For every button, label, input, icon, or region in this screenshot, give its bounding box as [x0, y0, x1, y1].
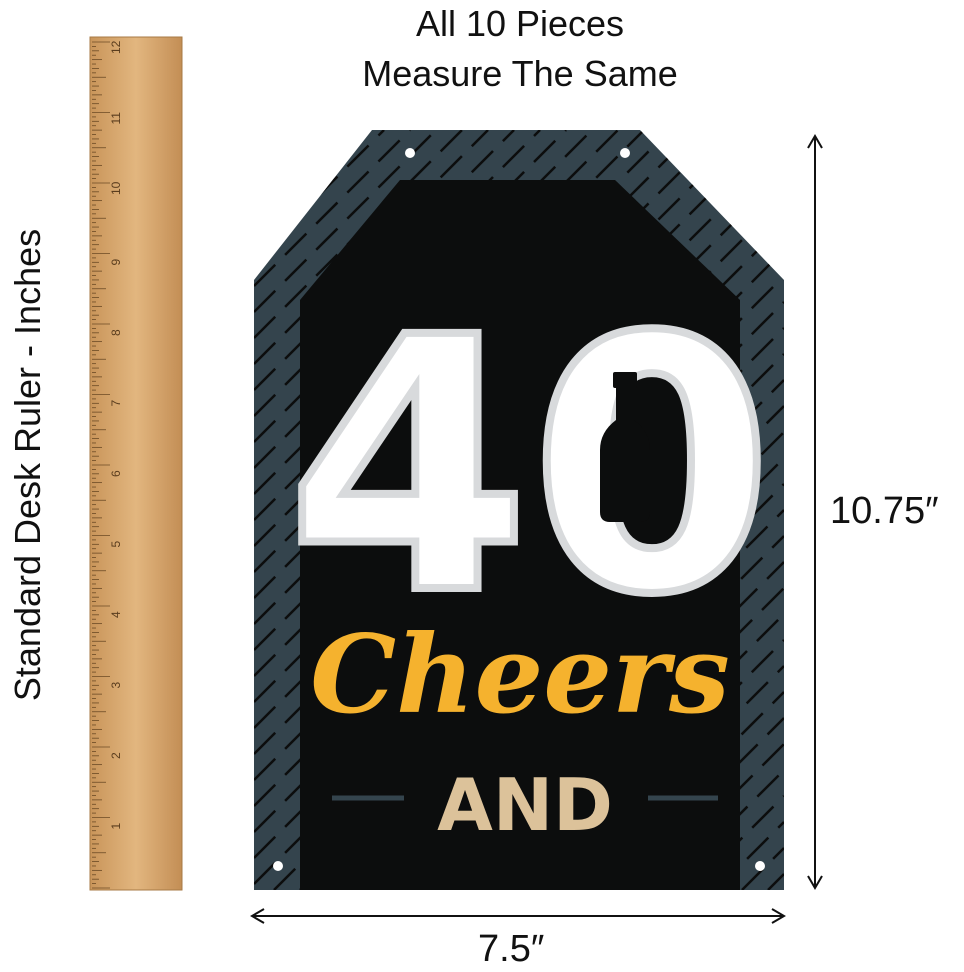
ruler-number: 11 [109, 112, 123, 125]
width-label: 7.5″ [478, 928, 545, 970]
stripe [254, 130, 489, 365]
ruler-number: 12 [109, 40, 123, 54]
ruler-number: 5 [109, 541, 123, 548]
height-arrow [807, 134, 823, 890]
ruler-number: 2 [109, 752, 123, 759]
big-number: 40 [286, 263, 773, 671]
ruler-number: 6 [109, 470, 123, 477]
hole [620, 148, 630, 158]
ruler-ticks [92, 41, 110, 889]
hole [405, 148, 415, 158]
sign: 40 Cheers AND [254, 130, 784, 890]
script-word: Cheers [310, 612, 730, 738]
sign-panel [300, 180, 740, 890]
hole [273, 861, 283, 871]
bottle-icon [600, 372, 650, 522]
ruler-number: 1 [109, 823, 123, 830]
header-line-1: All 10 Pieces [415, 3, 625, 44]
ruler-number: 9 [109, 259, 123, 266]
and-word: AND [437, 763, 613, 847]
hole [755, 861, 765, 871]
stripe [254, 130, 307, 183]
stripe [254, 130, 281, 157]
stripe [254, 130, 411, 287]
stripe [767, 873, 784, 890]
ruler-number: 10 [109, 181, 123, 195]
ruler-number: 7 [109, 400, 123, 407]
header-line-2: Measure The Same [362, 53, 678, 94]
ruler-number: 3 [109, 682, 123, 689]
ruler-number: 4 [109, 611, 123, 618]
stripe [611, 717, 784, 890]
ruler-number: 8 [109, 329, 123, 336]
height-label: 10.75″ [830, 490, 939, 532]
width-arrow [250, 908, 786, 924]
